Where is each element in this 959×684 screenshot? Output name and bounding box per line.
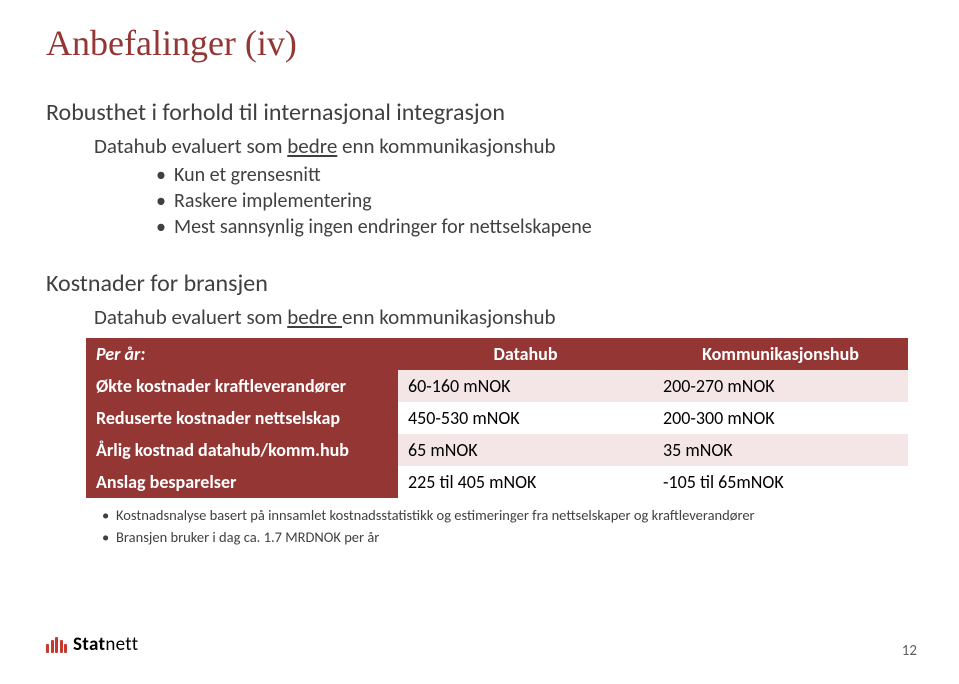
- section2-subheading: Datahub evaluert som bedre enn kommunika…: [94, 304, 913, 330]
- logo-text: Statnett: [73, 633, 138, 656]
- section1-sub-prefix: Datahub evaluert som: [94, 133, 287, 159]
- logo-text-bold: Stat: [73, 633, 105, 656]
- page-number: 12: [902, 642, 917, 660]
- table-row: Anslag besparelser 225 til 405 mNOK -105…: [86, 466, 908, 498]
- section1-bullets: Kun et grensesnitt Raskere implementerin…: [156, 163, 913, 239]
- section1-sub-suffix: enn kommunikasjonshub: [337, 133, 555, 159]
- list-item: Mest sannsynlig ingen endringer for nett…: [156, 215, 913, 239]
- table-cell: 65 mNOK: [398, 434, 653, 466]
- table-row: Årlig kostnad datahub/komm.hub 65 mNOK 3…: [86, 434, 908, 466]
- table-cell: 450-530 mNOK: [398, 402, 653, 434]
- table-cell: 35 mNOK: [653, 434, 908, 466]
- section1-subheading: Datahub evaluert som bedre enn kommunika…: [94, 133, 913, 159]
- table-cell: 200-300 mNOK: [653, 402, 908, 434]
- section2-sub-prefix: Datahub evaluert som: [94, 304, 287, 330]
- table-row: Økte kostnader kraftleverandører 60-160 …: [86, 370, 908, 402]
- table-row-label: Anslag besparelser: [86, 466, 398, 498]
- list-item: Kun et grensesnitt: [156, 163, 913, 187]
- section2-sub-underlined: bedre: [287, 304, 342, 330]
- table-row-label: Årlig kostnad datahub/komm.hub: [86, 434, 398, 466]
- slide-title: Anbefalinger (iv): [46, 22, 913, 64]
- cost-table: Per år: Datahub Kommunikasjonshub Økte k…: [86, 338, 908, 498]
- list-item: Bransjen bruker i dag ca. 1.7 MRDNOK per…: [102, 528, 913, 548]
- table-header-cell: Kommunikasjonshub: [653, 338, 908, 370]
- section1-sub-underlined: bedre: [287, 133, 337, 159]
- logo-bars-icon: [46, 637, 67, 653]
- table-header-0: Per år:: [96, 343, 145, 365]
- table-cell: 225 til 405 mNOK: [398, 466, 653, 498]
- table-header-cell: Datahub: [398, 338, 653, 370]
- table-cell: -105 til 65mNOK: [653, 466, 908, 498]
- list-item: Kostnadsnalyse basert på innsamlet kostn…: [102, 506, 913, 526]
- table-header-cell: Per år:: [86, 338, 398, 370]
- table-row-label: Økte kostnader kraftleverandører: [86, 370, 398, 402]
- table-cell: 60-160 mNOK: [398, 370, 653, 402]
- footer-logo: Statnett: [46, 633, 138, 656]
- table-row-label: Reduserte kostnader nettselskap: [86, 402, 398, 434]
- section-heading-2: Kostnader for bransjen: [46, 269, 913, 298]
- section-heading-1: Robusthet i forhold til internasjonal in…: [46, 98, 913, 127]
- table-cell: 200-270 mNOK: [653, 370, 908, 402]
- section2-sub-suffix: enn kommunikasjonshub: [342, 304, 556, 330]
- table-row: Reduserte kostnader nettselskap 450-530 …: [86, 402, 908, 434]
- table-header-row: Per år: Datahub Kommunikasjonshub: [86, 338, 908, 370]
- footnote-bullets: Kostnadsnalyse basert på innsamlet kostn…: [102, 506, 913, 547]
- logo-text-rest: nett: [105, 633, 138, 656]
- list-item: Raskere implementering: [156, 189, 913, 213]
